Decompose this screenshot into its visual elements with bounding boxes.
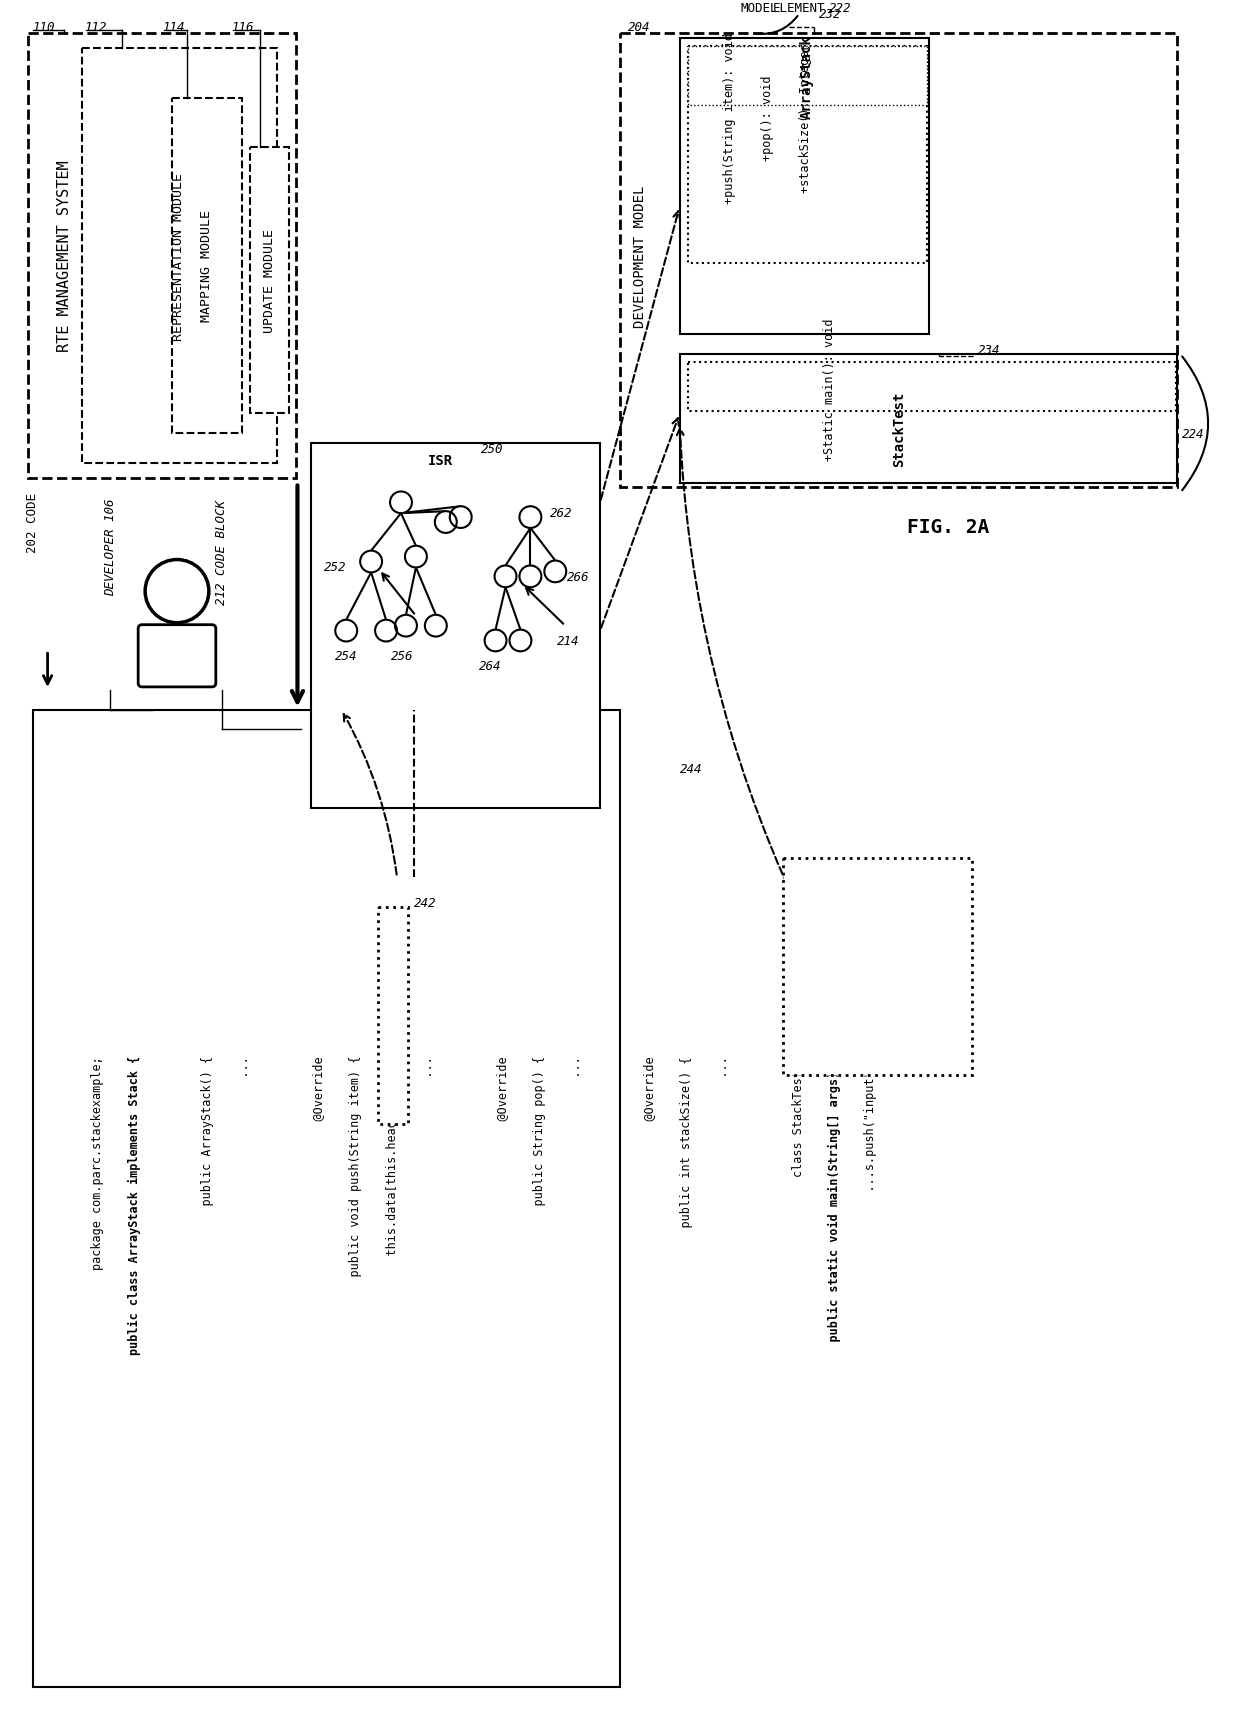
Text: FIG. 2A: FIG. 2A <box>908 518 990 537</box>
Circle shape <box>391 492 412 514</box>
Text: 262: 262 <box>551 506 573 520</box>
Text: 204: 204 <box>627 21 651 35</box>
Text: 254: 254 <box>335 650 357 662</box>
Bar <box>784 857 972 1076</box>
Circle shape <box>405 546 427 568</box>
Text: 110: 110 <box>32 21 55 35</box>
Text: 244: 244 <box>680 762 702 776</box>
Text: 264: 264 <box>480 660 502 672</box>
Text: 232: 232 <box>820 9 842 21</box>
Bar <box>620 35 1178 488</box>
Circle shape <box>520 566 542 587</box>
Text: this.data[this.head] = item;: this.data[this.head] = item; <box>386 1055 398 1283</box>
Text: ELEMENT: ELEMENT <box>773 2 826 14</box>
Circle shape <box>335 620 357 643</box>
Text: 224: 224 <box>1183 428 1205 440</box>
Bar <box>32 710 620 1687</box>
Text: UPDATE MODULE: UPDATE MODULE <box>263 229 277 333</box>
Text: +push(String item): void: +push(String item): void <box>723 33 737 204</box>
Text: 266: 266 <box>567 570 590 584</box>
Text: package com.parc.stackexample;: package com.parc.stackexample; <box>91 1055 104 1270</box>
Circle shape <box>360 551 382 573</box>
Text: MAPPING MODULE: MAPPING MODULE <box>201 210 213 322</box>
Text: 242: 242 <box>414 895 436 909</box>
Circle shape <box>544 561 567 584</box>
Text: 116: 116 <box>232 21 254 35</box>
Circle shape <box>450 507 471 528</box>
Bar <box>249 147 289 414</box>
Bar <box>27 35 296 478</box>
Text: public static void main(String[] args) {: public static void main(String[] args) { <box>827 1055 841 1368</box>
Text: @Override: @Override <box>644 1055 656 1148</box>
Text: +stackSize(): Integer: +stackSize(): Integer <box>799 43 812 192</box>
Circle shape <box>495 566 517 587</box>
Bar <box>311 443 600 809</box>
Text: ...: ... <box>569 1055 583 1105</box>
Text: 202 CODE: 202 CODE <box>26 492 40 553</box>
FancyBboxPatch shape <box>138 625 216 688</box>
Bar <box>688 47 926 265</box>
Text: }: } <box>901 1055 914 1091</box>
Circle shape <box>485 630 506 651</box>
Text: MODEL: MODEL <box>740 2 779 14</box>
Bar <box>172 99 242 435</box>
Circle shape <box>520 507 542 528</box>
Text: }: } <box>937 1055 951 1062</box>
Circle shape <box>396 615 417 637</box>
Text: public int stackSize() {: public int stackSize() { <box>681 1055 693 1254</box>
Text: ...: ... <box>238 1055 252 1105</box>
Text: StackTest: StackTest <box>892 391 905 466</box>
Text: 252: 252 <box>324 561 346 573</box>
Text: public class ArrayStack implements Stack {: public class ArrayStack implements Stack… <box>128 1055 140 1354</box>
Text: 214: 214 <box>557 634 579 648</box>
Bar <box>82 48 277 464</box>
Circle shape <box>145 559 208 624</box>
Bar <box>378 908 408 1124</box>
Text: public String pop() {: public String pop() { <box>533 1055 546 1233</box>
Text: class StackTest {: class StackTest { <box>791 1055 804 1176</box>
Text: +pop(): void: +pop(): void <box>761 76 774 161</box>
Text: DEVELOPMENT MODEL: DEVELOPMENT MODEL <box>632 185 647 327</box>
Text: 256: 256 <box>391 650 413 662</box>
Text: 114: 114 <box>162 21 185 35</box>
Text: RTE MANAGEMENT SYSTEM: RTE MANAGEMENT SYSTEM <box>57 161 72 352</box>
Circle shape <box>425 615 446 637</box>
Text: 234: 234 <box>978 343 1001 357</box>
Text: ISR: ISR <box>428 454 454 468</box>
Text: public ArrayStack() {: public ArrayStack() { <box>201 1055 215 1233</box>
Circle shape <box>510 630 532 651</box>
Bar <box>688 47 926 106</box>
Bar <box>680 355 1178 483</box>
Bar <box>680 40 929 336</box>
Text: 250: 250 <box>481 442 503 456</box>
Bar <box>688 364 1176 412</box>
Text: ...: ... <box>423 1055 435 1105</box>
Text: 112: 112 <box>84 21 107 35</box>
Text: @Override: @Override <box>311 1055 325 1148</box>
Text: @Override: @Override <box>496 1055 510 1148</box>
Text: ArrayStack: ArrayStack <box>800 35 815 120</box>
Text: 212 CODE BLOCK: 212 CODE BLOCK <box>216 501 228 604</box>
Text: ...s.push("input");: ...s.push("input"); <box>864 1055 878 1219</box>
Text: 222: 222 <box>830 2 852 14</box>
Circle shape <box>435 513 456 533</box>
Text: ...: ... <box>717 1055 730 1105</box>
Text: public void push(String item) {: public void push(String item) { <box>348 1055 362 1304</box>
Text: DEVELOPER 106: DEVELOPER 106 <box>104 499 117 596</box>
Circle shape <box>376 620 397 643</box>
Text: REPRESENTATION MODULE: REPRESENTATION MODULE <box>172 173 186 339</box>
Text: +Static main(): void: +Static main(): void <box>822 319 836 461</box>
